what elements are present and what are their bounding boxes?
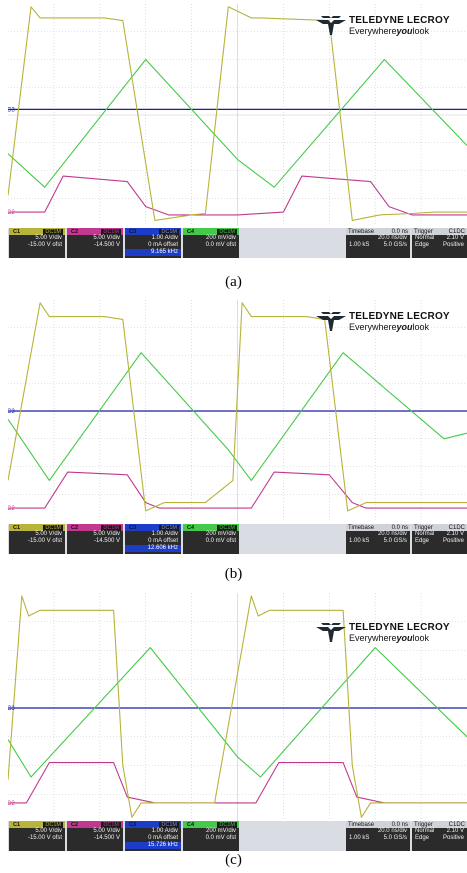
trigger-box[interactable]: Trigger C1DC Normal 2.10 V Edge Positive (412, 524, 467, 554)
brand-logo: TELEDYNE LECROY Everywhereyoulook (315, 310, 465, 336)
channel-box-c3[interactable]: C3 DC1M 1.00 A/div 0 mA offset 15.726 kHz (125, 821, 181, 851)
trace-c2 (8, 762, 467, 804)
brand-tagline: Everywhereyoulook (349, 633, 430, 643)
grid (8, 4, 467, 226)
channel-box-c4[interactable]: C4 DC1M 200 mV/div 0.0 mV ofst (183, 524, 239, 554)
trace-c2 (8, 175, 467, 216)
scope-screen-b: C3 C2 TELEDYNE LECROY Everywhereyoulook (8, 300, 467, 522)
channel-box-c1[interactable]: C1 DC1M 5.00 V/div -15.00 V ofst (9, 524, 65, 554)
brand-tagline: Everywhereyoulook (349, 26, 430, 36)
waveform-plot-b: C3 C2 (8, 300, 467, 522)
trigger-box[interactable]: Trigger C1DC Normal 2.10 V Edge Positive (412, 821, 467, 851)
channel-marker-c2: C2 (8, 210, 15, 216)
channel-box-c1[interactable]: C1 DC1M 5.00 V/div -15.00 V ofst (9, 821, 65, 851)
brand-name: TELEDYNE LECROY (349, 622, 450, 633)
timebase-box[interactable]: Timebase 0.0 ns 20.0 ns/div 1.00 kS 5.0 GS… (346, 228, 410, 258)
channel-box-c2[interactable]: C2 DC1M 5.00 V/div -14.500 V (67, 524, 123, 554)
channel-marker-c3: C3 (8, 409, 15, 415)
brand-tagline: Everywhereyoulook (349, 322, 430, 332)
trace-c1 (8, 302, 467, 512)
channel-box-c2[interactable]: C2 DC1M 5.00 V/div -14.500 V (67, 821, 123, 851)
brand-name: TELEDYNE LECROY (349, 311, 450, 322)
channel-box-c2[interactable]: C2 DC1M 5.00 V/div -14.500 V (67, 228, 123, 258)
channel-box-c3[interactable]: C3 DC1M 1.00 A/div 0 mA offset 12.606 kHz (125, 524, 181, 554)
readout-bar-a: C1 DC1M 5.00 V/div -15.00 V ofst C2 DC1M 5… (8, 228, 467, 258)
channel-marker-c3: C3 (8, 107, 15, 113)
trace-c1 (8, 6, 467, 221)
trace-c4 (8, 647, 467, 778)
scope-screen-a: C3 C2 TELEDYNE LECROY Everywhereyoulook (8, 4, 467, 226)
channel-box-c3[interactable]: C3 DC1M 1.00 A/div 0 mA offset 9.165 kHz (125, 228, 181, 258)
channel-box-c4[interactable]: C4 DC1M 200 mV/div 0.0 mV ofst (183, 821, 239, 851)
channel-marker-c2: C2 (8, 801, 15, 807)
trace-c4 (8, 58, 467, 188)
timebase-box[interactable]: Timebase 0.0 ns 20.0 ns/div 1.00 kS 5.0 GS… (346, 524, 410, 554)
brand-logo: TELEDYNE LECROY Everywhereyoulook (315, 14, 465, 40)
lecroy-eagle-icon (316, 623, 346, 642)
lecroy-eagle-icon (316, 16, 346, 35)
trace-c2 (8, 471, 467, 509)
channel-box-c1[interactable]: C1 DC1M 5.00 V/div -15.00 V ofst (9, 228, 65, 258)
caption-a: (a) (225, 274, 242, 290)
readout-bar-c: C1 DC1M 5.00 V/div -15.00 V ofst C2 DC1M 5… (8, 821, 467, 851)
channel-marker-c3: C3 (8, 706, 15, 712)
trigger-box[interactable]: Trigger C1DC Normal 2.10 V Edge Positive (412, 228, 467, 258)
frequency-readout: 9.165 kHz (125, 249, 181, 256)
caption-b: (b) (224, 566, 243, 582)
channel-box-c4[interactable]: C4 DC1M 200 mV/div 0.0 mV ofst (183, 228, 239, 258)
waveform-plot-a: C3 C2 (8, 4, 467, 226)
trace-c1 (8, 595, 467, 818)
brand-name: TELEDYNE LECROY (349, 15, 450, 26)
scope-screen-c: C3 C2 TELEDYNE LECROY Everywhereyoulook (8, 593, 467, 823)
lecroy-eagle-icon (316, 312, 346, 331)
brand-logo: TELEDYNE LECROY Everywhereyoulook (315, 621, 465, 647)
channel-marker-c2: C2 (8, 506, 15, 512)
timebase-box[interactable]: Timebase 0.0 ns 20.0 ns/div 1.00 kS 5.0 GS… (346, 821, 410, 851)
caption-c: (c) (225, 852, 242, 868)
frequency-readout: 12.606 kHz (125, 545, 181, 552)
waveform-plot-c: C3 C2 (8, 593, 467, 823)
frequency-readout: 15.726 kHz (125, 842, 181, 849)
readout-bar-b: C1 DC1M 5.00 V/div -15.00 V ofst C2 DC1M 5… (8, 524, 467, 554)
trace-c4 (8, 352, 467, 481)
